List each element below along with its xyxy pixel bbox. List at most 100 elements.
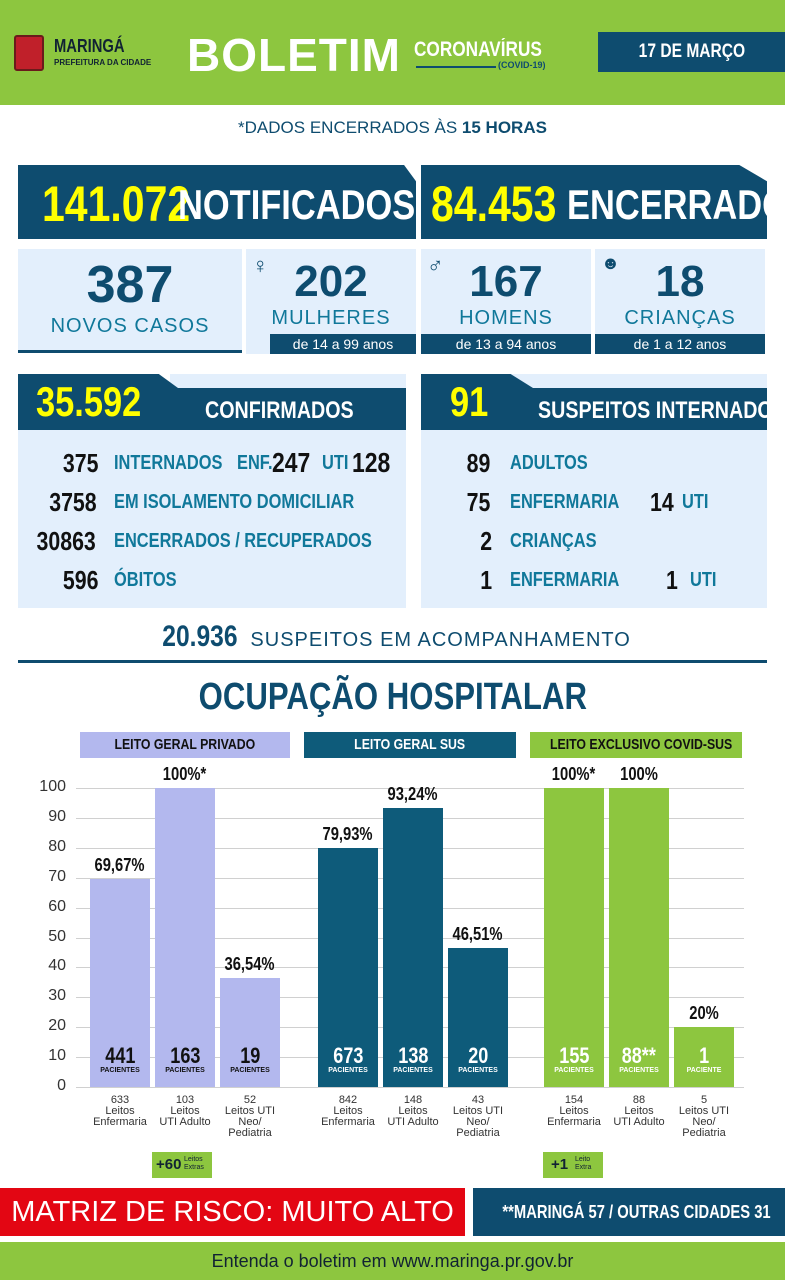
hospitalized-count: 375 [62, 448, 99, 478]
chart-group-header: LEITO EXCLUSIVO COVID-SUS [530, 732, 742, 758]
bar-patients-label: 88** PACIENTES [619, 1043, 659, 1074]
date-text: 17 DE MARÇO [638, 41, 745, 62]
chart-bar [674, 1027, 734, 1087]
bar-value-label: 100%* [163, 764, 207, 784]
chart-group-header-label: LEITO GERAL PRIVADO [114, 736, 256, 753]
bar-category-label: 88 Leitos UTI Adulto [613, 1094, 665, 1128]
closed-label: ENCERRADOS [567, 181, 767, 228]
closing-note: *DADOS ENCERRADOS ÀS 15 HORAS [0, 118, 785, 138]
chart-group-header-label: LEITO EXCLUSIVO COVID-SUS [550, 736, 733, 753]
children-label: CRIANÇAS [624, 307, 736, 329]
suspects-header [508, 388, 767, 430]
bar-patients-label: 19 PACIENTES [230, 1043, 270, 1074]
y-tick-label: 0 [57, 1077, 66, 1094]
suspects-value: 91 [450, 378, 489, 425]
children-card: ☻ 18 CRIANÇAS de 1 a 12 anos [595, 249, 765, 354]
footer-link-text[interactable]: Entenda o boletim em www.maringa.pr.gov.… [211, 1251, 574, 1271]
suspect-children-ward-count: 1 [479, 565, 492, 595]
deaths-count: 596 [62, 565, 99, 595]
y-tick-label: 30 [48, 987, 66, 1005]
bar-patients-label: 163 PACIENTES [165, 1043, 205, 1074]
new-cases-card: 387 NOVOS CASOS [18, 249, 242, 353]
bar-value-label: 100%* [552, 764, 596, 784]
suspects-value-box [421, 374, 533, 430]
confirmed-label: CONFIRMADOS [205, 397, 354, 424]
chart-bar [609, 788, 669, 1087]
suspect-adults-label: ADULTOS [510, 452, 588, 474]
chart-bar [90, 878, 150, 1087]
extra-beds-private-label: Leitos Extras [184, 1156, 204, 1171]
y-gridline [76, 788, 744, 789]
bar-patients-label: 20 PACIENTES [458, 1043, 498, 1074]
men-age-range: de 13 a 94 anos [421, 334, 591, 354]
notified-value: 141.072 [42, 176, 191, 232]
y-tick-label: 50 [48, 927, 66, 945]
confirmed-value: 35.592 [36, 378, 142, 425]
risk-note-text: **MARINGÁ 57 / OUTRAS CIDADES 31 [502, 1202, 771, 1222]
risk-note-banner: **MARINGÁ 57 / OUTRAS CIDADES 31 [473, 1188, 785, 1236]
bar-value-label: 69,67% [94, 854, 146, 875]
monitoring-label: SUSPEITOS EM ACOMPANHAMENTO [250, 629, 631, 651]
monitoring-divider [18, 660, 767, 663]
closing-note-time: 15 HORAS [461, 118, 547, 137]
notified-panel: 141.072 NOTIFICADOS [18, 165, 416, 239]
new-cases-underline [18, 350, 242, 353]
woman-icon: ♀ [252, 253, 269, 278]
suspect-adults-icu-label: UTI [682, 491, 709, 513]
women-value: 202 [294, 257, 368, 306]
extra-beds-private-badge: +60 Leitos Extras [152, 1152, 212, 1178]
y-tick-label: 90 [48, 807, 66, 825]
bar-category-label: 633 Leitos Enfermaria [93, 1094, 147, 1128]
risk-banner: MATRIZ DE RISCO: MUITO ALTO [0, 1188, 465, 1236]
suspect-adults-icu-count: 14 [650, 487, 674, 517]
closing-note-prefix: *DADOS ENCERRADOS ÀS [238, 118, 462, 137]
occupancy-title-text: OCUPAÇÃO HOSPITALAR [198, 676, 587, 718]
extra-beds-covid-badge: +1 Leito Extra [543, 1152, 603, 1178]
monitoring-value: 20.936 [162, 620, 238, 653]
suspect-children-icu-label: UTI [690, 569, 717, 591]
deaths-label: ÓBITOS [114, 569, 177, 591]
hospitalized-label: INTERNADOS [114, 452, 223, 474]
suspect-children-ward-label: ENFERMARIA [510, 569, 620, 591]
men-card: ♂ 167 HOMENS de 13 a 94 anos [421, 249, 591, 354]
bar-value-label: 79,93% [322, 824, 374, 844]
logo-name: MARINGÁ [54, 36, 125, 56]
y-tick-label: 60 [48, 897, 66, 915]
bar-value-label: 46,51% [452, 923, 504, 944]
bar-patients-label: 673 PACIENTES [328, 1043, 368, 1074]
women-age-range: de 14 a 99 anos [270, 334, 416, 354]
bar-patients-label: 138 PACIENTES [393, 1043, 433, 1074]
chart-bar [318, 848, 378, 1087]
bar-category-label: 148 Leitos UTI Adulto [387, 1094, 439, 1128]
chart-bar [383, 808, 443, 1087]
children-age-range: de 1 a 12 anos [595, 334, 765, 354]
chart-bar [155, 788, 215, 1087]
bar-category-label: 43 Leitos UTI Neo/Pediatria [452, 1094, 504, 1139]
bar-patients-label: 155 PACIENTES [554, 1043, 594, 1074]
suspect-children-label: CRIANÇAS [510, 530, 597, 552]
bar-patients-label: 441 PACIENTES [100, 1043, 140, 1074]
extra-beds-covid-label: Leito Extra [575, 1156, 592, 1171]
occupancy-chart: 0 10 20 30 40 50 60 70 80 90 100 LEITO GERAL PRIVAD… [0, 725, 785, 1185]
suspects-label: SUSPEITOS INTERNADOS [538, 397, 785, 424]
suspect-adults-ward-label: ENFERMARIA [510, 491, 620, 513]
chart-bar [544, 788, 604, 1087]
icu-count: 128 [352, 447, 391, 478]
logo-subtitle: PREFEITURA DA CIDADE [54, 58, 152, 67]
page-title: BOLETIM [187, 29, 401, 81]
bar-value-label: 93,24% [387, 784, 439, 805]
chart-bar [220, 977, 280, 1087]
page-subtitle: CORONAVÍRUS [414, 38, 542, 61]
y-tick-label: 100 [39, 778, 66, 795]
confirmed-header [170, 388, 406, 430]
suspect-adults-ward-count: 75 [466, 487, 491, 517]
icu-label: UTI [322, 452, 349, 474]
closed-panel: 84.453 ENCERRADOS [421, 165, 767, 239]
bar-category-label: 842 Leitos Enfermaria [321, 1094, 375, 1128]
monitoring-line: 20.936 SUSPEITOS EM ACOMPANHAMENTO [0, 620, 785, 654]
children-value: 18 [655, 257, 705, 306]
bar-value-label: 36,54% [224, 953, 276, 974]
chart-group-header: LEITO GERAL SUS [304, 732, 516, 758]
men-value: 167 [469, 257, 543, 306]
new-cases-value: 387 [86, 256, 174, 314]
